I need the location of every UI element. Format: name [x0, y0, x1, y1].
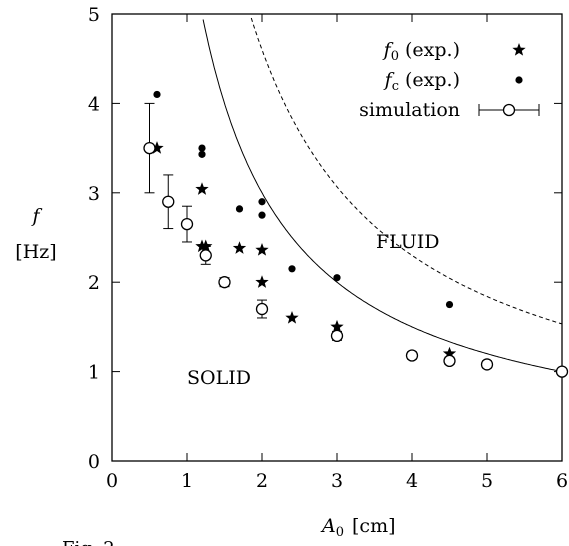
simulation-point — [407, 350, 418, 361]
y-axis-unit: [Hz] — [15, 241, 56, 263]
simulation-point — [144, 143, 155, 154]
x-axis-subscript: 0 — [336, 525, 344, 540]
fc-point — [198, 145, 205, 152]
y-tick-label: 4 — [88, 93, 100, 115]
y-tick-label: 1 — [88, 362, 100, 384]
simulation-point — [557, 366, 568, 377]
fc-point — [258, 212, 265, 219]
simulation-point — [163, 196, 174, 207]
simulation-point — [332, 330, 343, 341]
x-tick-label: 6 — [556, 470, 568, 492]
simulation-point — [444, 355, 455, 366]
x-tick-label: 1 — [181, 470, 193, 492]
simulation-point — [219, 277, 230, 288]
fluid-region-label: FLUID — [376, 231, 440, 253]
legend-label-simulation: simulation — [359, 99, 460, 121]
figure-caption: Fig. 2 — [62, 538, 115, 546]
legend-f0-text: (exp.) — [405, 39, 460, 61]
x-axis-label: A0 [cm] — [320, 515, 396, 540]
legend-fc-subscript: c — [392, 79, 399, 94]
y-tick-label: 2 — [88, 272, 100, 294]
x-tick-label: 3 — [331, 470, 343, 492]
fc-point — [446, 301, 453, 308]
simulation-point — [182, 219, 193, 230]
x-axis-symbol: A — [320, 515, 336, 537]
solid-region-label: SOLID — [187, 367, 251, 389]
simulation-point — [482, 359, 493, 370]
simulation-point — [257, 304, 268, 315]
fc-point — [288, 265, 295, 272]
fc-point — [258, 198, 265, 205]
fc-point — [333, 274, 340, 281]
legend-f0-subscript: 0 — [391, 49, 399, 64]
x-tick-label: 0 — [106, 470, 118, 492]
legend-fc-text: (exp.) — [405, 69, 460, 91]
x-tick-label: 2 — [256, 470, 268, 492]
simulation-point — [200, 250, 211, 261]
y-tick-label: 3 — [88, 183, 100, 205]
fc-point — [153, 91, 160, 98]
x-tick-label: 5 — [481, 470, 493, 492]
x-axis-unit: [cm] — [352, 515, 395, 537]
y-tick-label: 0 — [88, 451, 100, 473]
fc-point — [198, 151, 205, 158]
fc-point — [236, 205, 243, 212]
legend-dot-marker — [515, 76, 522, 83]
y-tick-label: 5 — [88, 4, 100, 26]
x-tick-label: 4 — [406, 470, 418, 492]
legend-circle-marker — [504, 105, 515, 116]
